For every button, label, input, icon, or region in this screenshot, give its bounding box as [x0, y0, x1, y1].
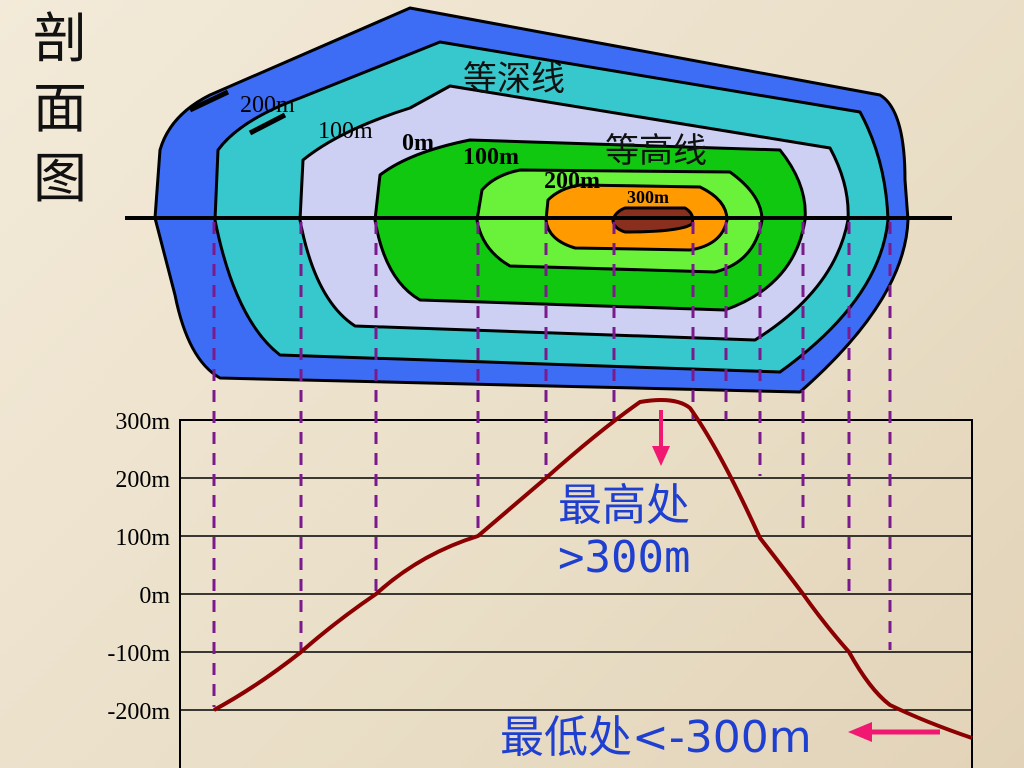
gridlines: [180, 477, 972, 711]
label-height-200: 200m: [544, 168, 600, 194]
title-char: 图: [33, 147, 87, 210]
lowest-arrow: [848, 722, 940, 742]
contour-map: [153, 6, 910, 394]
label-depth-100: 100m: [318, 118, 373, 144]
y-tick-labels: 300m 200m 100m 0m -100m -200m: [107, 409, 170, 725]
lowest-label: 最低处<-300m: [500, 712, 812, 763]
label-height-100: 100m: [463, 144, 519, 170]
highest-arrow: [652, 410, 670, 466]
edge-stroke: [248, 112, 287, 136]
lowest-annotation: 最低处<-300m: [500, 712, 812, 764]
label-contour: 等高线: [605, 131, 707, 171]
title-char: 剖: [33, 7, 87, 70]
highest-annotation: 最高处 >300m: [558, 480, 690, 584]
label-depth-200: 200m: [240, 92, 295, 118]
profile-line: [213, 398, 973, 740]
y-tick-label: -200m: [107, 699, 170, 725]
chart-frame: [179, 419, 973, 768]
y-tick-label: 100m: [115, 525, 170, 551]
vertical-title: 剖 面 图: [28, 4, 92, 214]
y-tick-label: 300m: [115, 409, 170, 435]
y-tick-label: -100m: [107, 641, 170, 667]
y-tick-label: 0m: [139, 583, 170, 609]
profile-chart: 300m 200m 100m 0m -100m -200m: [107, 222, 973, 768]
label-zero: 0m: [402, 130, 434, 156]
label-height-300: 300m: [627, 187, 669, 207]
y-tick-label: 200m: [115, 467, 170, 493]
edge-stroke: [188, 89, 230, 113]
projection-lines: [212, 222, 892, 707]
label-isobath: 等深线: [463, 59, 565, 99]
title-char: 面: [33, 77, 87, 140]
highest-label: 最高处: [558, 480, 690, 531]
highest-value: >300m: [558, 532, 691, 583]
